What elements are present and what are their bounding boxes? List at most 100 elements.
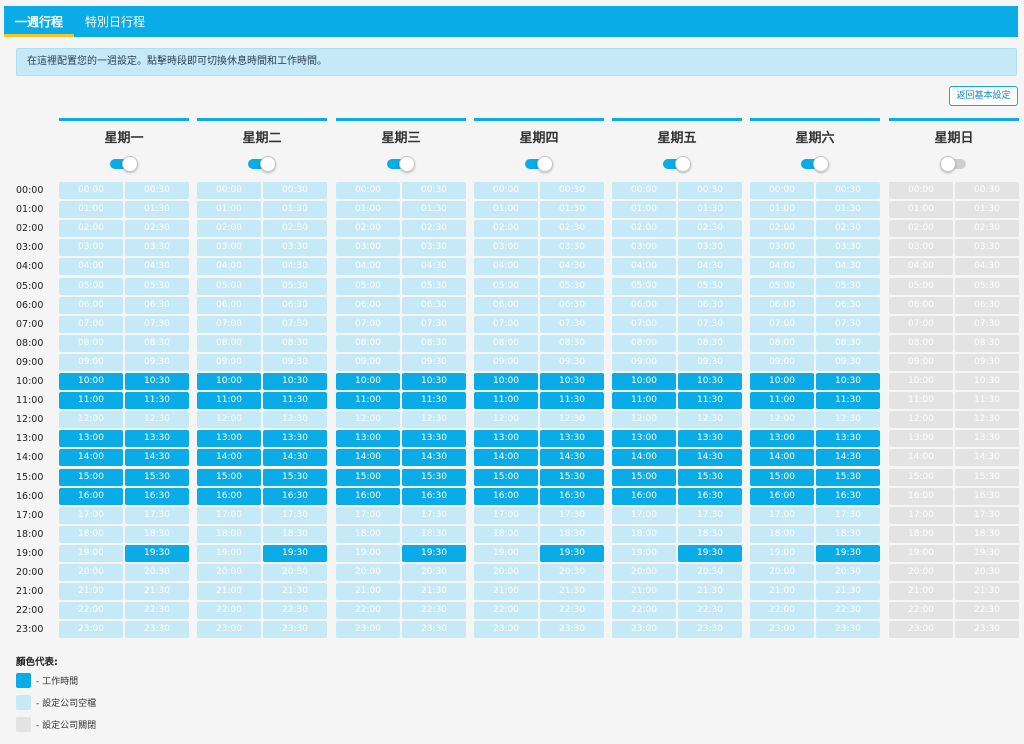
time-slot[interactable]: 14:30: [540, 449, 604, 467]
time-slot[interactable]: 07:00: [889, 315, 953, 333]
time-slot[interactable]: 23:00: [889, 621, 953, 639]
time-slot[interactable]: 18:30: [125, 525, 189, 543]
time-slot[interactable]: 07:30: [402, 315, 466, 333]
time-slot[interactable]: 16:30: [540, 487, 604, 505]
time-slot[interactable]: 13:30: [263, 430, 327, 448]
time-slot[interactable]: 04:00: [750, 258, 814, 276]
time-slot[interactable]: 04:30: [816, 258, 880, 276]
day-enabled-toggle[interactable]: [110, 156, 138, 172]
time-slot[interactable]: 03:00: [889, 239, 953, 257]
time-slot[interactable]: 22:00: [474, 602, 538, 620]
time-slot[interactable]: 22:00: [197, 602, 261, 620]
time-slot[interactable]: 13:30: [402, 430, 466, 448]
time-slot[interactable]: 03:30: [540, 239, 604, 257]
time-slot[interactable]: 16:00: [59, 487, 123, 505]
time-slot[interactable]: 07:30: [540, 315, 604, 333]
time-slot[interactable]: 12:30: [263, 411, 327, 429]
time-slot[interactable]: 16:30: [678, 487, 742, 505]
time-slot[interactable]: 07:30: [125, 315, 189, 333]
time-slot[interactable]: 02:00: [336, 220, 400, 238]
time-slot[interactable]: 01:00: [336, 201, 400, 219]
time-slot[interactable]: 10:30: [955, 373, 1019, 390]
time-slot[interactable]: 01:30: [816, 201, 880, 219]
time-slot[interactable]: 23:00: [474, 621, 538, 639]
tab-special-day-schedule[interactable]: 特別日行程: [85, 15, 146, 29]
day-enabled-toggle[interactable]: [940, 156, 968, 172]
time-slot[interactable]: 09:30: [125, 353, 189, 371]
time-slot[interactable]: 12:30: [125, 411, 189, 429]
time-slot[interactable]: 01:00: [750, 201, 814, 219]
time-slot[interactable]: 05:00: [336, 277, 400, 295]
time-slot[interactable]: 07:00: [750, 315, 814, 333]
time-slot[interactable]: 01:00: [612, 201, 676, 219]
time-slot[interactable]: 07:30: [816, 315, 880, 333]
time-slot[interactable]: 05:00: [750, 277, 814, 295]
time-slot[interactable]: 15:00: [750, 468, 814, 486]
time-slot[interactable]: 03:00: [197, 239, 261, 257]
time-slot[interactable]: 06:30: [540, 296, 604, 314]
time-slot[interactable]: 13:30: [125, 430, 189, 448]
time-slot[interactable]: 13:00: [750, 430, 814, 448]
time-slot[interactable]: 08:00: [750, 334, 814, 352]
time-slot[interactable]: 21:00: [889, 583, 953, 601]
time-slot[interactable]: 18:30: [955, 525, 1019, 543]
time-slot[interactable]: 15:30: [955, 468, 1019, 486]
time-slot[interactable]: 11:30: [816, 392, 880, 410]
time-slot[interactable]: 22:00: [336, 602, 400, 620]
time-slot[interactable]: 17:30: [816, 506, 880, 524]
time-slot[interactable]: 08:30: [678, 334, 742, 352]
time-slot[interactable]: 05:30: [263, 277, 327, 295]
time-slot[interactable]: 11:30: [678, 392, 742, 410]
time-slot[interactable]: 08:30: [125, 334, 189, 352]
time-slot[interactable]: 07:30: [263, 315, 327, 333]
time-slot[interactable]: 04:00: [474, 258, 538, 276]
time-slot[interactable]: 22:00: [750, 602, 814, 620]
time-slot[interactable]: 00:30: [125, 182, 189, 199]
time-slot[interactable]: 14:00: [59, 449, 123, 467]
time-slot[interactable]: 01:30: [402, 201, 466, 219]
time-slot[interactable]: 05:30: [678, 277, 742, 295]
time-slot[interactable]: 14:30: [816, 449, 880, 467]
time-slot[interactable]: 18:00: [889, 525, 953, 543]
time-slot[interactable]: 07:00: [59, 315, 123, 333]
time-slot[interactable]: 15:30: [540, 468, 604, 486]
time-slot[interactable]: 17:30: [955, 506, 1019, 524]
time-slot[interactable]: 11:30: [263, 392, 327, 410]
time-slot[interactable]: 20:30: [678, 564, 742, 581]
time-slot[interactable]: 04:00: [336, 258, 400, 276]
time-slot[interactable]: 13:00: [336, 430, 400, 448]
time-slot[interactable]: 10:30: [263, 373, 327, 390]
time-slot[interactable]: 08:00: [474, 334, 538, 352]
time-slot[interactable]: 23:30: [816, 621, 880, 639]
time-slot[interactable]: 16:30: [402, 487, 466, 505]
time-slot[interactable]: 09:00: [59, 353, 123, 371]
time-slot[interactable]: 03:00: [612, 239, 676, 257]
time-slot[interactable]: 17:00: [197, 506, 261, 524]
time-slot[interactable]: 14:30: [955, 449, 1019, 467]
time-slot[interactable]: 13:00: [474, 430, 538, 448]
time-slot[interactable]: 23:00: [612, 621, 676, 639]
time-slot[interactable]: 17:00: [889, 506, 953, 524]
time-slot[interactable]: 22:00: [59, 602, 123, 620]
time-slot[interactable]: 09:00: [336, 353, 400, 371]
time-slot[interactable]: 12:00: [197, 411, 261, 429]
time-slot[interactable]: 14:00: [336, 449, 400, 467]
time-slot[interactable]: 17:30: [125, 506, 189, 524]
time-slot[interactable]: 14:00: [750, 449, 814, 467]
day-enabled-toggle[interactable]: [801, 156, 829, 172]
time-slot[interactable]: 07:00: [474, 315, 538, 333]
time-slot[interactable]: 14:00: [889, 449, 953, 467]
time-slot[interactable]: 13:00: [59, 430, 123, 448]
time-slot[interactable]: 11:30: [955, 392, 1019, 410]
time-slot[interactable]: 00:30: [402, 182, 466, 199]
time-slot[interactable]: 19:30: [402, 544, 466, 562]
time-slot[interactable]: 02:30: [678, 220, 742, 238]
time-slot[interactable]: 10:00: [889, 373, 953, 390]
time-slot[interactable]: 12:30: [955, 411, 1019, 429]
time-slot[interactable]: 09:00: [612, 353, 676, 371]
time-slot[interactable]: 20:30: [816, 564, 880, 581]
time-slot[interactable]: 05:30: [955, 277, 1019, 295]
time-slot[interactable]: 06:30: [678, 296, 742, 314]
time-slot[interactable]: 05:00: [612, 277, 676, 295]
time-slot[interactable]: 19:00: [889, 544, 953, 562]
